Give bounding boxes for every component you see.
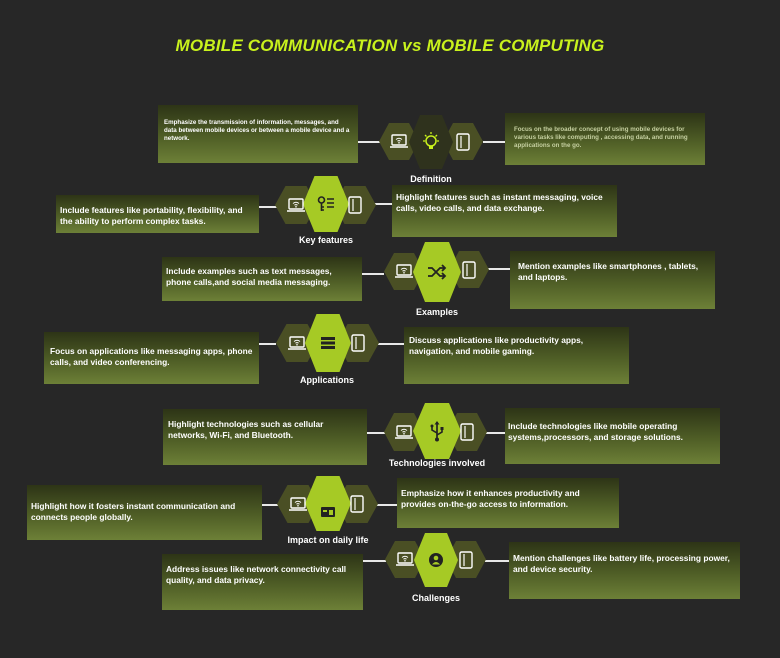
communication-challenges-box: Address issues like network connectivity… bbox=[162, 554, 363, 610]
communication-technologies-box: Highlight technologies such as cellular … bbox=[163, 409, 367, 465]
connector-line bbox=[376, 504, 397, 506]
person-circle-icon bbox=[414, 533, 458, 587]
laptop-wifi-icon bbox=[384, 253, 424, 290]
communication-impact-box: Highlight how it fosters instant communi… bbox=[27, 485, 262, 540]
laptop-wifi-icon bbox=[385, 541, 425, 578]
communication-key-features-box: Include features like portability, flexi… bbox=[56, 195, 259, 233]
computing-impact-box: Emphasize how it enhances productivity a… bbox=[397, 478, 619, 528]
connector-line bbox=[259, 206, 277, 208]
computing-key-features-text: Highlight features such as instant messa… bbox=[396, 192, 603, 213]
tablet-icon bbox=[334, 186, 376, 224]
connector-line bbox=[373, 203, 392, 205]
computing-applications-text: Discuss applications like productivity a… bbox=[409, 335, 584, 356]
connector-line bbox=[259, 343, 276, 345]
computing-key-features-box: Highlight features such as instant messa… bbox=[392, 185, 617, 237]
usb-icon bbox=[413, 403, 461, 459]
communication-definition-box: Emphasize the transmission of informatio… bbox=[158, 105, 358, 163]
communication-applications-box: Focus on applications like messaging app… bbox=[44, 332, 259, 384]
row-label-applications: Applications bbox=[299, 375, 354, 385]
computing-technologies-text: Include technologies like mobile operati… bbox=[508, 421, 684, 442]
tablet-icon bbox=[337, 324, 379, 362]
computing-definition-text: Focus on the broader concept of using mo… bbox=[514, 126, 688, 150]
communication-technologies-text: Highlight technologies such as cellular … bbox=[168, 419, 324, 440]
shuffle-icon bbox=[413, 242, 461, 302]
computing-challenges-text: Mention challenges like battery life, pr… bbox=[513, 553, 730, 574]
communication-impact-text: Highlight how it fosters instant communi… bbox=[31, 501, 236, 522]
connector-line bbox=[262, 504, 278, 506]
computing-examples-box: Mention examples like smartphones , tabl… bbox=[510, 251, 715, 309]
connector-line bbox=[483, 141, 505, 143]
laptop-wifi-icon bbox=[275, 186, 317, 224]
communication-challenges-text: Address issues like network connectivity… bbox=[166, 564, 347, 585]
communication-examples-text: Include examples such as text messages, … bbox=[166, 266, 332, 287]
computing-examples-text: Mention examples like smartphones , tabl… bbox=[518, 261, 699, 282]
communication-definition-text: Emphasize the transmission of informatio… bbox=[164, 119, 350, 143]
communication-applications-text: Focus on applications like messaging app… bbox=[50, 346, 253, 367]
connector-line bbox=[363, 560, 386, 562]
computing-technologies-box: Include technologies like mobile operati… bbox=[505, 408, 720, 464]
lightbulb-icon bbox=[409, 115, 453, 169]
connector-line bbox=[378, 343, 404, 345]
laptop-wifi-icon bbox=[277, 485, 319, 523]
tablet-icon bbox=[446, 541, 486, 578]
tablet-icon bbox=[447, 413, 487, 451]
row-label-impact: Impact on daily life bbox=[287, 535, 369, 545]
computing-applications-box: Discuss applications like productivity a… bbox=[404, 327, 629, 384]
laptop-wifi-icon bbox=[384, 413, 424, 451]
tablet-icon bbox=[443, 123, 483, 160]
menu-icon bbox=[305, 314, 351, 372]
key-list-icon bbox=[303, 176, 349, 232]
computing-impact-text: Emphasize how it enhances productivity a… bbox=[401, 488, 580, 509]
row-label-examples: Examples bbox=[415, 307, 459, 317]
computing-definition-box: Focus on the broader concept of using mo… bbox=[505, 113, 705, 165]
connector-line bbox=[362, 273, 384, 275]
communication-examples-box: Include examples such as text messages, … bbox=[162, 257, 362, 301]
row-label-definition: Definition bbox=[410, 174, 452, 184]
laptop-wifi-icon bbox=[276, 324, 318, 362]
laptop-wifi-icon bbox=[379, 123, 419, 160]
row-label-challenges: Challenges bbox=[411, 593, 460, 603]
connector-line bbox=[485, 560, 509, 562]
communication-key-features-text: Include features like portability, flexi… bbox=[60, 205, 243, 226]
tablet-icon bbox=[336, 485, 378, 523]
definition-hex bbox=[409, 115, 453, 169]
row-label-technologies: Technologies involved bbox=[388, 458, 486, 468]
tablet-icon bbox=[449, 251, 489, 288]
computing-challenges-box: Mention challenges like battery life, pr… bbox=[509, 542, 740, 599]
page-title: MOBILE COMMUNICATION vs MOBILE COMPUTING bbox=[175, 36, 605, 55]
browser-window-icon bbox=[305, 484, 351, 539]
connector-line bbox=[367, 432, 385, 434]
row-label-key-features: Key features bbox=[298, 235, 354, 245]
connector-line bbox=[358, 141, 384, 143]
connector-line bbox=[488, 268, 510, 270]
connector-line bbox=[486, 432, 505, 434]
